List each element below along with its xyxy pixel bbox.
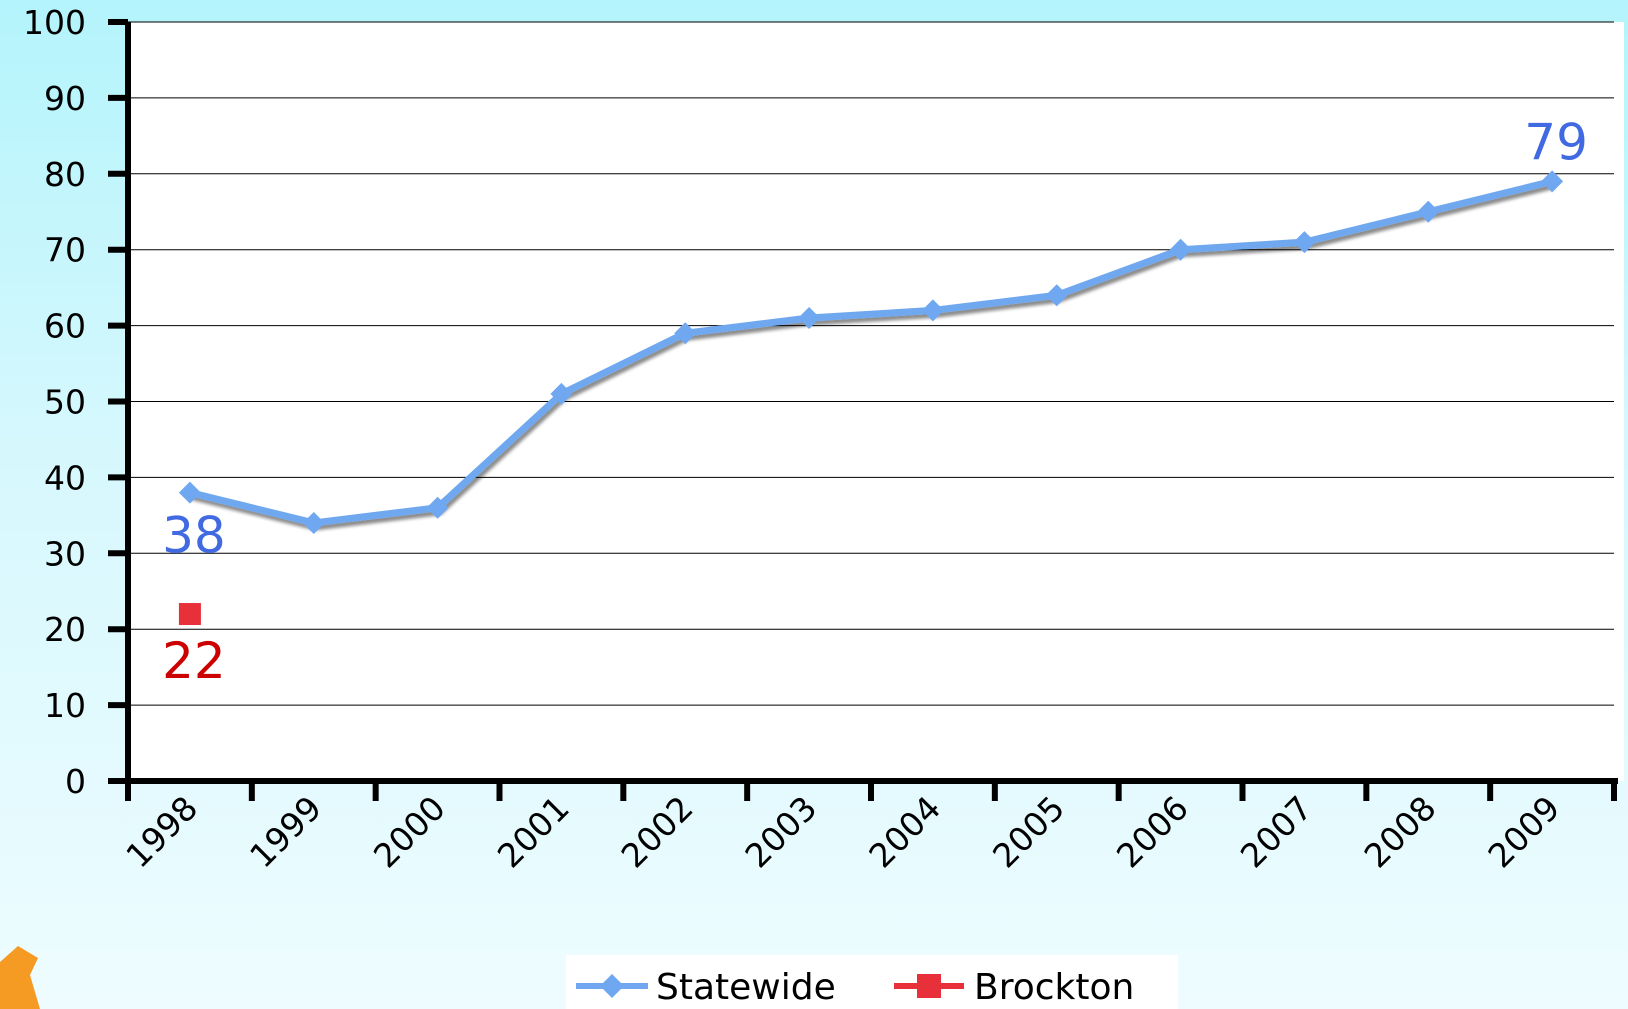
axes [108, 19, 1618, 801]
x-axis-tick-labels: 1998 1999 2000 2001 2002 2003 2004 2005 2006 2007… [118, 788, 1567, 875]
point-statewide-1998 [178, 481, 201, 504]
series-brockton [178, 603, 201, 626]
y-tick-label-20: 20 [44, 610, 86, 649]
x-tick-label-2003: 2003 [737, 788, 824, 875]
legend-item-brockton: Brockton [894, 967, 1134, 1008]
y-tick-label-30: 30 [44, 534, 86, 573]
y-tick-label-70: 70 [44, 231, 86, 270]
x-tick-label-1999: 1999 [242, 788, 329, 875]
point-statewide-2007 [1293, 231, 1316, 254]
star-decoration [0, 946, 40, 1009]
point-statewide-2003 [798, 307, 821, 330]
point-statewide-2000 [426, 496, 449, 519]
y-tick-label-50: 50 [44, 383, 86, 422]
point-statewide-2002 [674, 322, 697, 345]
y-tick-label-0: 0 [65, 762, 86, 801]
series-statewide [178, 170, 1564, 534]
point-statewide-2005 [1045, 284, 1068, 307]
data-labels: 38 79 22 [162, 113, 1588, 690]
legend-item-statewide: Statewide [576, 967, 836, 1008]
legend-label-statewide: Statewide [656, 967, 836, 1008]
x-tick-label-2005: 2005 [985, 788, 1072, 875]
legend-box [566, 955, 1178, 1009]
y-tick-label-10: 10 [44, 686, 86, 725]
y-tick-label-80: 80 [44, 155, 86, 194]
x-tick-label-2008: 2008 [1357, 788, 1444, 875]
point-statewide-1999 [302, 511, 325, 534]
y-tick-label-90: 90 [44, 79, 86, 118]
point-statewide-2008 [1417, 200, 1440, 223]
x-tick-label-2002: 2002 [614, 788, 701, 875]
x-tick-label-2001: 2001 [490, 788, 577, 875]
x-tick-label-2006: 2006 [1109, 788, 1196, 875]
y-tick-label-100: 100 [23, 3, 86, 42]
x-tick-label-2007: 2007 [1233, 788, 1320, 875]
x-tick-label-1998: 1998 [118, 788, 205, 875]
gridlines [128, 21, 1614, 706]
point-brockton-1998 [178, 603, 201, 626]
point-statewide-2001 [550, 382, 573, 405]
series [178, 170, 1564, 626]
data-label-statewide-2009: 79 [1524, 113, 1588, 171]
legend-label-brockton: Brockton [974, 967, 1134, 1008]
y-axis-tick-labels: 0 10 20 30 40 50 60 70 80 90 100 [23, 3, 86, 801]
data-label-statewide-1998: 38 [162, 507, 226, 565]
y-tick-label-60: 60 [44, 307, 86, 346]
x-tick-label-2000: 2000 [366, 788, 453, 875]
series-line-statewide [189, 177, 1553, 527]
point-statewide-2006 [1169, 238, 1192, 261]
data-label-brockton-1998: 22 [162, 632, 226, 690]
x-tick-label-2009: 2009 [1480, 788, 1567, 875]
x-tick-label-2004: 2004 [861, 788, 948, 875]
y-tick-label-40: 40 [44, 458, 86, 497]
point-statewide-2004 [921, 299, 944, 322]
point-statewide-2009 [1541, 170, 1564, 193]
